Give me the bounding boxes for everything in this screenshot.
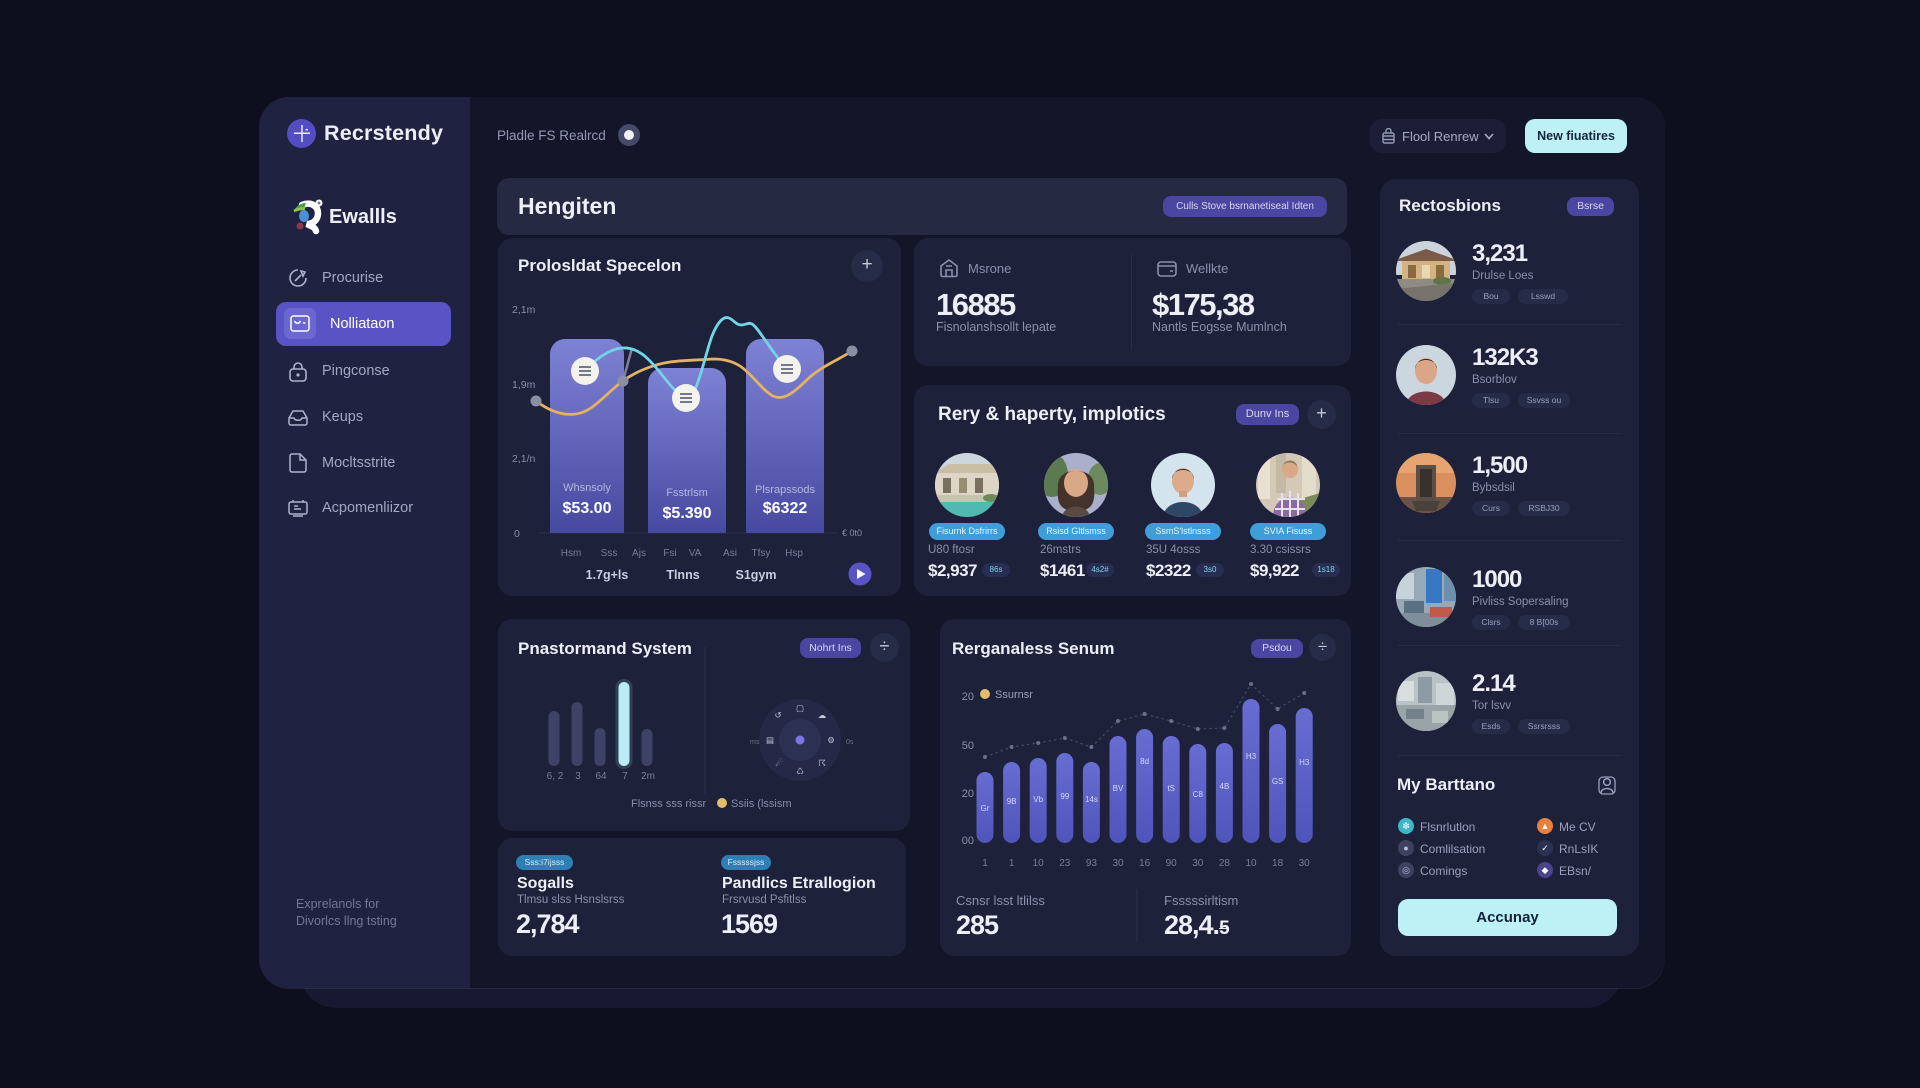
- svg-text:Ssurnsr: Ssurnsr: [995, 689, 1033, 701]
- svg-text:▤: ▤: [766, 735, 774, 745]
- svg-text:Tfsy: Tfsy: [752, 548, 771, 559]
- svg-text:▢: ▢: [796, 703, 804, 713]
- svg-text:Sss: Sss: [601, 548, 618, 559]
- svg-text:93: 93: [1086, 858, 1098, 869]
- svg-text:30: 30: [1299, 858, 1311, 869]
- svg-text:10: 10: [1245, 858, 1257, 869]
- svg-text:7: 7: [622, 771, 628, 782]
- svg-text:2,1m: 2,1m: [512, 304, 536, 316]
- svg-text:9B: 9B: [1007, 797, 1017, 806]
- svg-text:20: 20: [962, 788, 974, 800]
- svg-text:H3: H3: [1246, 752, 1257, 761]
- svg-text:♺: ♺: [796, 766, 804, 776]
- svg-text:ms: ms: [750, 739, 760, 746]
- svg-text:€ 0t0: € 0t0: [842, 528, 862, 538]
- svg-text:↺: ↺: [774, 710, 781, 720]
- svg-text:C8: C8: [1193, 790, 1204, 799]
- svg-text:3: 3: [575, 771, 581, 782]
- svg-text:☈: ☈: [818, 758, 826, 768]
- svg-text:90: 90: [1166, 858, 1178, 869]
- svg-text:1.7g+ls: 1.7g+ls: [586, 568, 629, 582]
- svg-text:2m: 2m: [641, 771, 655, 782]
- svg-text:14s: 14s: [1085, 795, 1098, 804]
- svg-text:18: 18: [1272, 858, 1284, 869]
- svg-text:0s: 0s: [846, 739, 854, 746]
- svg-text:1: 1: [1009, 858, 1015, 869]
- svg-text:16: 16: [1139, 858, 1151, 869]
- svg-text:☄: ☄: [775, 758, 783, 768]
- svg-text:30: 30: [1192, 858, 1204, 869]
- svg-text:1,9m: 1,9m: [512, 379, 536, 391]
- svg-text:10: 10: [1033, 858, 1045, 869]
- svg-text:S1gym: S1gym: [736, 568, 777, 582]
- svg-text:Vb: Vb: [1033, 795, 1043, 804]
- svg-text:tS: tS: [1167, 784, 1175, 793]
- svg-text:6, 2: 6, 2: [547, 771, 564, 782]
- svg-text:Asi: Asi: [723, 548, 737, 559]
- svg-text:28: 28: [1219, 858, 1231, 869]
- svg-text:30: 30: [1112, 858, 1124, 869]
- svg-text:$5.390: $5.390: [663, 505, 712, 522]
- svg-text:VA: VA: [689, 548, 702, 559]
- svg-text:H3: H3: [1299, 758, 1310, 767]
- svg-text:Whsnsoly: Whsnsoly: [563, 482, 611, 494]
- svg-text:50: 50: [962, 740, 974, 752]
- svg-text:Fsi: Fsi: [663, 548, 676, 559]
- svg-text:$6322: $6322: [763, 500, 808, 517]
- svg-text:BV: BV: [1113, 784, 1124, 793]
- svg-text:⚙: ⚙: [827, 735, 835, 745]
- svg-text:☁: ☁: [818, 710, 827, 720]
- svg-text:23: 23: [1059, 858, 1071, 869]
- svg-text:1: 1: [982, 858, 988, 869]
- svg-text:Tlnns: Tlnns: [666, 568, 699, 582]
- svg-text:Ajs: Ajs: [632, 548, 646, 559]
- svg-text:00: 00: [962, 835, 974, 847]
- svg-text:0: 0: [514, 528, 520, 540]
- svg-text:Hsm: Hsm: [561, 548, 582, 559]
- svg-text:20: 20: [962, 691, 974, 703]
- svg-text:4B: 4B: [1220, 782, 1230, 791]
- svg-text:8d: 8d: [1140, 757, 1149, 766]
- svg-text:2,1/n: 2,1/n: [512, 453, 536, 465]
- svg-text:99: 99: [1060, 792, 1069, 801]
- svg-text:Hsp: Hsp: [785, 548, 803, 559]
- svg-text:Ssiis (lssism: Ssiis (lssism: [731, 798, 792, 810]
- svg-text:Plsrapssods: Plsrapssods: [755, 484, 815, 496]
- svg-text:Gr: Gr: [981, 804, 990, 813]
- svg-text:64: 64: [595, 771, 607, 782]
- svg-text:Fsstrlsm: Fsstrlsm: [666, 487, 708, 499]
- svg-text:Flsnss sss rissr: Flsnss sss rissr: [631, 798, 707, 810]
- svg-text:$53.00: $53.00: [563, 500, 612, 517]
- svg-text:GS: GS: [1272, 777, 1284, 786]
